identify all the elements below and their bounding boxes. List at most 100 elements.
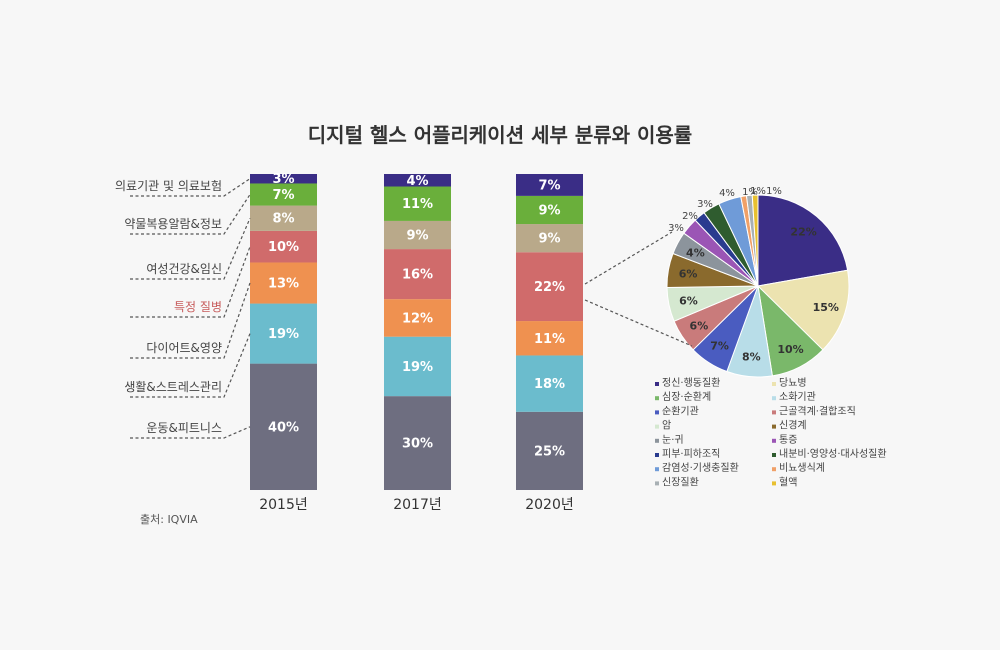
legend-label: 통증 [779, 434, 797, 446]
bar-value-label: 13% [268, 277, 299, 292]
category-label: 특정 질병 [174, 300, 222, 314]
category-label: 의료기관 및 의료보험 [115, 179, 222, 193]
bar-segment [516, 355, 583, 412]
pie-value-label: 4% [719, 188, 735, 199]
legend-swatch [772, 438, 776, 443]
pie-value-label: 1% [750, 186, 766, 197]
pie-value-label: 1% [766, 186, 782, 197]
legend-label: 암 [662, 420, 671, 432]
bar-value-label: 10% [268, 240, 299, 255]
category-label: 운동&피트니스 [146, 421, 222, 435]
category-label: 다이어트&영양 [146, 341, 222, 355]
category-label: 여성건강&임신 [146, 262, 222, 276]
bar-segment [384, 174, 451, 187]
bar-value-label: 11% [402, 197, 433, 212]
leader-line [130, 333, 251, 398]
bar-segment [516, 321, 583, 356]
bar-value-label: 30% [402, 437, 433, 452]
bar-value-label: 22% [534, 280, 565, 295]
bar-value-label: 16% [402, 268, 433, 283]
bar-segment [384, 249, 451, 300]
legend-swatch [655, 396, 659, 401]
legend-label: 순환기관 [662, 405, 699, 417]
leader-line [130, 178, 251, 197]
bar-value-label: 19% [268, 327, 299, 342]
legend-label: 내분비·영양성·대사성질환 [779, 448, 887, 460]
bar-value-label: 9% [406, 229, 428, 244]
pie-value-label: 22% [790, 226, 816, 239]
pie-value-label: 4% [686, 247, 705, 260]
bar-segment [384, 186, 451, 221]
bar-value-label: 9% [538, 232, 560, 247]
legend-label: 당뇨병 [779, 377, 807, 389]
legend-swatch [655, 382, 659, 386]
bar-value-label: 40% [268, 420, 299, 435]
legend-swatch [772, 453, 776, 457]
legend-swatch [655, 410, 659, 415]
pie-value-label: 6% [690, 319, 709, 332]
bar-segment [384, 299, 451, 337]
legend-swatch [655, 481, 659, 486]
bar-segment [516, 252, 583, 322]
connector-line [584, 231, 673, 285]
legend-label: 근골격계·결합조직 [779, 404, 856, 417]
pie-value-label: 1% [742, 187, 758, 198]
bar-value-label: 7% [538, 178, 560, 193]
pie-value-label: 10% [777, 343, 803, 356]
bar-segment [250, 230, 317, 263]
category-label: 약물복용알람&정보 [124, 216, 222, 231]
legend-swatch [655, 467, 659, 472]
source-note: 출처: IQVIA [140, 513, 198, 526]
pie-slice [756, 269, 850, 351]
legend-swatch [655, 453, 659, 457]
pie-value-label: 7% [710, 340, 729, 353]
bar-segment [250, 205, 317, 231]
pie-value-label: 6% [679, 268, 698, 281]
pie-value-label: 2% [682, 211, 698, 222]
bar-value-label: 3% [272, 172, 294, 187]
legend-label: 심장·순환계 [662, 391, 711, 403]
bar-segment [250, 183, 317, 206]
pie-slice [757, 194, 849, 287]
bar-segment [516, 195, 583, 225]
bar-value-label: 9% [538, 203, 560, 218]
pie-value-label: 3% [697, 199, 713, 210]
legend-label: 신경계 [779, 419, 807, 432]
legend-label: 신장질환 [662, 476, 699, 488]
legend-label: 눈·귀 [662, 434, 684, 446]
bar-segment [384, 220, 451, 250]
bar-segment [516, 224, 583, 253]
leader-line [130, 217, 251, 280]
pie-chart: 22%15%10%8%7%6%6%6%4%3%2%3%4% 1%1% 1% [584, 186, 850, 378]
legend-swatch [772, 481, 776, 486]
bar-value-label: 7% [272, 188, 294, 203]
bar-segment [516, 411, 583, 490]
bar-segment [250, 174, 317, 184]
leader-line [130, 246, 251, 318]
bar-segment [384, 336, 451, 397]
bar-value-label: 25% [534, 444, 565, 459]
pie-value-label: 6% [679, 295, 698, 308]
bar-value-label: 8% [272, 212, 294, 227]
legend-swatch [772, 396, 776, 401]
stacked-bar-chart: 40%19%13%10%8%7%3%2015년30%19%12%16%9%11%… [115, 172, 583, 513]
year-label: 2020년 [525, 497, 574, 513]
bar-value-label: 4% [406, 174, 428, 189]
bar-segment [250, 363, 317, 490]
pie-slice [751, 194, 759, 287]
pie-value-label: 15% [813, 301, 839, 314]
year-label: 2017년 [393, 497, 442, 513]
legend-swatch [655, 424, 659, 429]
bar-value-label: 19% [402, 360, 433, 375]
pie-value-label: 3% [668, 223, 684, 234]
category-label: 생활&스트레스관리 [124, 380, 222, 394]
bar-value-label: 11% [534, 332, 565, 347]
legend-swatch [772, 424, 776, 429]
legend-label: 비뇨생식계 [779, 462, 825, 474]
legend-label: 소화기관 [779, 391, 816, 403]
leader-line [130, 194, 251, 235]
bar-value-label: 12% [402, 311, 433, 326]
bar-segment [516, 174, 583, 196]
